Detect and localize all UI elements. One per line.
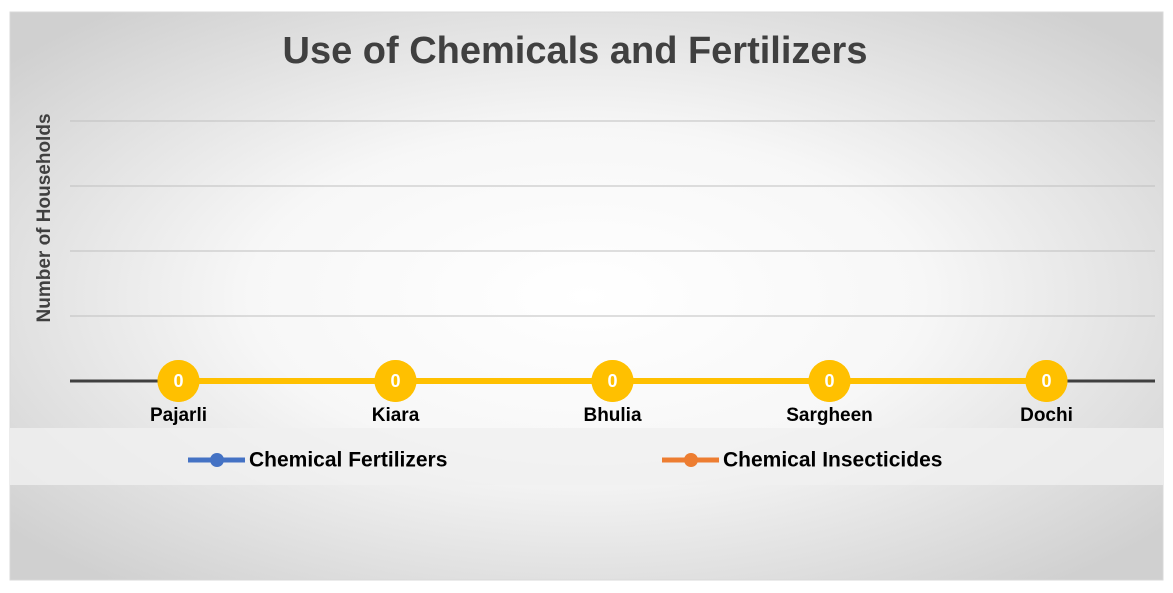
x-tick-label: Kiara (372, 405, 420, 426)
x-tick-label: Sargheen (786, 405, 873, 426)
data-label: 0 (607, 371, 617, 391)
data-point (808, 360, 851, 402)
data-label: 0 (390, 371, 400, 391)
data-label: 0 (173, 371, 183, 391)
data-label: 0 (1041, 371, 1051, 391)
data-point (1025, 360, 1068, 402)
x-tick-label: Bhulia (583, 405, 641, 426)
x-tick-label: Pajarli (150, 405, 207, 426)
x-tick-label: Dochi (1020, 405, 1073, 426)
y-axis-label: Number of Households (34, 113, 55, 322)
data-label: 0 (824, 371, 834, 391)
data-point (591, 360, 634, 402)
chart-area (9, 11, 1164, 581)
legend-swatch-marker (210, 453, 224, 467)
legend-label: Chemical Fertilizers (249, 449, 447, 472)
legend-label: Chemical Insecticides (723, 449, 942, 472)
data-point (157, 360, 200, 402)
chart-title: Use of Chemicals and Fertilizers (283, 30, 868, 72)
legend-box (10, 428, 1163, 485)
legend-swatch-marker (684, 453, 698, 467)
data-point (374, 360, 417, 402)
